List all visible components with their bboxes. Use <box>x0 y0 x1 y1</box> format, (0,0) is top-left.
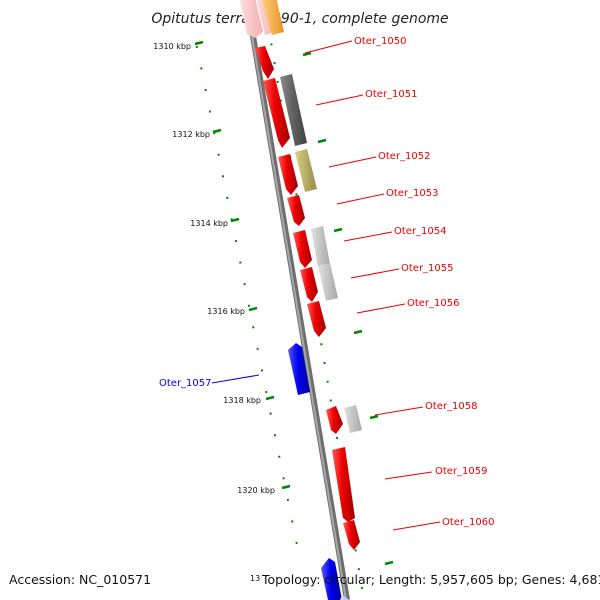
gene-arrow[interactable] <box>255 46 274 79</box>
gene-label-oter-1057[interactable]: Oter_1057 <box>159 378 212 389</box>
gene-arrow[interactable] <box>262 0 284 35</box>
gene-arrow[interactable] <box>344 405 362 433</box>
gene-arrow[interactable] <box>343 520 360 550</box>
gene-label-oter-1060[interactable]: Oter_1060 <box>442 517 495 528</box>
gene-label-oter-1054[interactable]: Oter_1054 <box>394 226 447 237</box>
tick <box>265 395 275 401</box>
gene-arrow[interactable] <box>318 263 338 301</box>
tick <box>333 227 343 233</box>
gene-arrow[interactable] <box>332 447 355 522</box>
gene-label-oter-1053[interactable]: Oter_1053 <box>386 188 439 199</box>
topology-text: Topology: circular; Length: 5,957,605 bp… <box>262 572 600 587</box>
gene-arrow[interactable] <box>300 267 318 302</box>
ruler-label: 1312 kbp <box>172 130 210 139</box>
genes <box>240 0 362 600</box>
gene-arrow[interactable] <box>287 195 305 226</box>
gene-label-oter-1056[interactable]: Oter_1056 <box>407 298 460 309</box>
ruler-label: 1314 kbp <box>190 219 228 228</box>
label-leaders <box>211 40 441 531</box>
accession-text: Accession: NC_010571 <box>9 572 152 587</box>
tick <box>302 51 312 57</box>
ruler-label: 13 <box>250 574 260 583</box>
gene-arrow[interactable] <box>293 230 312 268</box>
ruler-label: 1310 kbp <box>153 42 191 51</box>
tick <box>212 128 222 134</box>
gene-arrow[interactable] <box>326 406 343 434</box>
tick <box>281 484 291 490</box>
gene-arrow[interactable] <box>311 226 330 267</box>
map-title: Opitutus terrae PB90-1, complete genome <box>151 11 448 27</box>
tick <box>194 40 204 46</box>
ruler-label: 1316 kbp <box>207 307 245 316</box>
gene-arrow[interactable] <box>307 301 326 337</box>
ruler-label: 1318 kbp <box>223 396 261 405</box>
tick <box>230 217 240 223</box>
gene-label-oter-1050[interactable]: Oter_1050 <box>354 36 407 47</box>
gene-arrow[interactable] <box>295 149 317 192</box>
gene-arrow[interactable] <box>278 154 298 195</box>
gene-arrow[interactable] <box>240 0 263 38</box>
gene-arrow[interactable] <box>288 343 310 395</box>
tick <box>317 138 327 144</box>
gene-labels: Oter_1050 Oter_1051 Oter_1052 Oter_1053 … <box>159 36 495 528</box>
ruler-label: 1320 kbp <box>237 486 275 495</box>
ruler-labels: 1310 kbp 1312 kbp 1314 kbp 1316 kbp 1318… <box>153 42 275 583</box>
gene-label-oter-1055[interactable]: Oter_1055 <box>401 263 454 274</box>
gene-arrow[interactable] <box>340 595 350 600</box>
inner-dotted-ruler <box>194 40 301 561</box>
gene-label-oter-1059[interactable]: Oter_1059 <box>435 466 488 477</box>
outer-dotted-ruler <box>263 0 394 600</box>
gene-arrow[interactable] <box>321 558 342 600</box>
tick <box>248 306 258 312</box>
gene-label-oter-1052[interactable]: Oter_1052 <box>378 151 431 162</box>
gene-label-oter-1058[interactable]: Oter_1058 <box>425 401 478 412</box>
tick <box>353 329 363 335</box>
gene-arrow[interactable] <box>263 78 290 148</box>
tick <box>369 414 379 420</box>
gene-arrow[interactable] <box>280 74 307 146</box>
gene-label-oter-1051[interactable]: Oter_1051 <box>365 89 418 100</box>
tick <box>384 560 394 566</box>
genome-backbone-highlight <box>245 0 347 600</box>
